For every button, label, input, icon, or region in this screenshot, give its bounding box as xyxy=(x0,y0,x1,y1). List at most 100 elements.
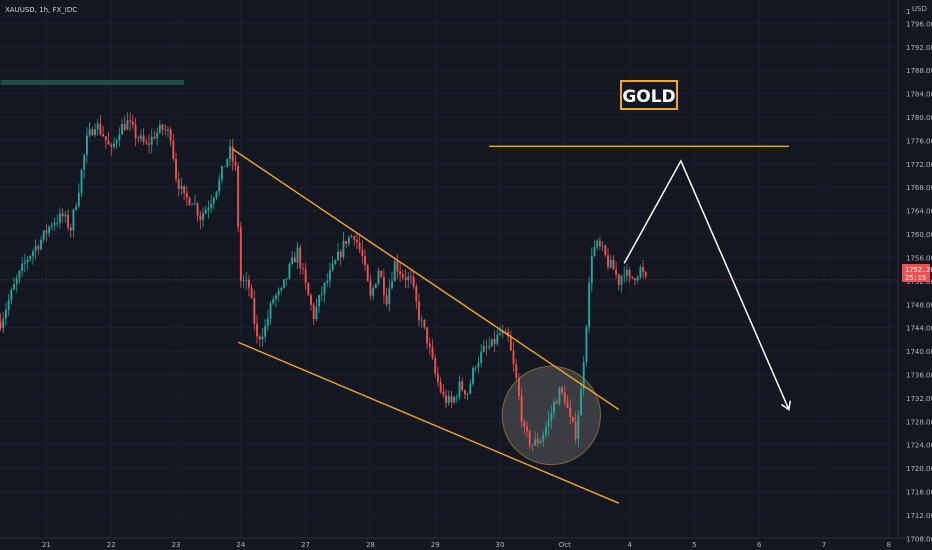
candle-body xyxy=(153,136,156,139)
candle-body xyxy=(366,265,369,281)
time-tick-label: 28 xyxy=(366,541,375,549)
candle-body xyxy=(223,166,226,168)
candle-body xyxy=(523,421,526,427)
candle-body xyxy=(542,434,545,442)
candle-body xyxy=(504,331,507,333)
candle-body xyxy=(247,279,250,288)
candle-body xyxy=(445,395,447,403)
candle-body xyxy=(455,396,458,398)
candle-body xyxy=(193,203,196,205)
candle-body xyxy=(318,295,321,307)
candle-body xyxy=(372,288,375,296)
candle-body xyxy=(175,158,177,179)
candle-body xyxy=(315,306,318,320)
symbol-label[interactable]: XAUUSD, 1h, FX_IDC xyxy=(5,6,77,14)
candle-body xyxy=(231,146,234,162)
candle-body xyxy=(369,280,372,296)
candle-body xyxy=(418,301,420,321)
candle-body xyxy=(374,283,377,289)
candle-body xyxy=(50,225,53,227)
candle-body xyxy=(625,269,628,276)
projection-path xyxy=(623,159,790,410)
candle-body xyxy=(129,120,132,122)
candle-body xyxy=(261,336,264,340)
candle-body xyxy=(612,259,615,270)
candle-body xyxy=(102,134,105,137)
candle-body xyxy=(420,319,423,321)
candle-body xyxy=(218,179,221,192)
price-tick-label: 1764.00 xyxy=(906,208,932,216)
candle-body xyxy=(104,136,107,141)
candle-body xyxy=(482,346,485,352)
candle-body xyxy=(10,289,13,301)
candle-body xyxy=(596,240,599,248)
time-tick-label: 4 xyxy=(627,541,632,549)
candle-body xyxy=(304,269,307,284)
candle-body xyxy=(145,141,148,144)
candle-body xyxy=(528,431,531,445)
candle-body xyxy=(639,267,642,277)
candle-body xyxy=(161,124,164,130)
candle-body xyxy=(453,396,456,403)
price-tick-label: 1776.00 xyxy=(906,137,932,145)
candle-body xyxy=(169,129,172,141)
candle-body xyxy=(264,325,267,337)
candle-body xyxy=(131,121,134,125)
candle-body xyxy=(142,135,145,142)
projection-arrowhead xyxy=(781,400,792,411)
candle-body xyxy=(631,276,634,279)
candle-body xyxy=(320,293,323,296)
candle-body xyxy=(350,236,353,238)
candle-body xyxy=(134,124,137,138)
candle-body xyxy=(526,426,528,432)
candle-body xyxy=(347,237,350,244)
candle-body xyxy=(553,401,555,413)
candle-body xyxy=(450,396,453,403)
candle-body xyxy=(388,287,391,305)
candle-body xyxy=(18,271,21,279)
price-tick-label: 1740.00 xyxy=(906,348,932,356)
currency-label[interactable]: USD xyxy=(912,5,927,13)
price-tick-label: 1732.00 xyxy=(906,395,932,403)
candle-body xyxy=(258,336,261,340)
candle-body xyxy=(4,309,7,319)
candle-body xyxy=(80,169,83,193)
candle-body xyxy=(272,299,275,304)
candle-body xyxy=(77,192,80,207)
candle-body xyxy=(472,368,474,384)
candle-body xyxy=(283,279,285,288)
price-tick-label: 1784.00 xyxy=(906,91,932,99)
candle-body xyxy=(407,276,410,281)
channel-upper-line xyxy=(232,148,620,411)
candle-body xyxy=(539,441,542,444)
candle-body xyxy=(83,154,86,170)
time-tick-label: 7 xyxy=(822,541,826,549)
candle-body xyxy=(139,135,142,139)
chart-grid xyxy=(0,0,898,539)
candle-body xyxy=(158,124,161,133)
candle-body xyxy=(64,214,67,217)
price-tick-label: 1780.00 xyxy=(906,114,932,122)
candle-body xyxy=(199,215,202,220)
candle-body xyxy=(569,407,572,418)
candle-body xyxy=(536,439,539,444)
time-tick-label: 27 xyxy=(301,541,310,549)
candle-body xyxy=(534,439,537,446)
candle-body xyxy=(21,263,24,272)
candle-body xyxy=(399,271,402,275)
price-tick-label: 1772.00 xyxy=(906,161,932,169)
candle-body xyxy=(620,275,623,285)
candle-body xyxy=(23,262,26,264)
candle-body xyxy=(563,392,566,403)
candle-body xyxy=(58,213,61,223)
candle-body xyxy=(310,295,312,305)
candle-body xyxy=(277,290,280,296)
candle-body xyxy=(431,347,434,359)
candle-body xyxy=(7,300,10,310)
candle-body xyxy=(493,338,496,344)
candle-body xyxy=(212,197,215,204)
candle-body xyxy=(183,185,186,194)
candle-body xyxy=(463,390,466,395)
candle-body xyxy=(582,361,585,390)
